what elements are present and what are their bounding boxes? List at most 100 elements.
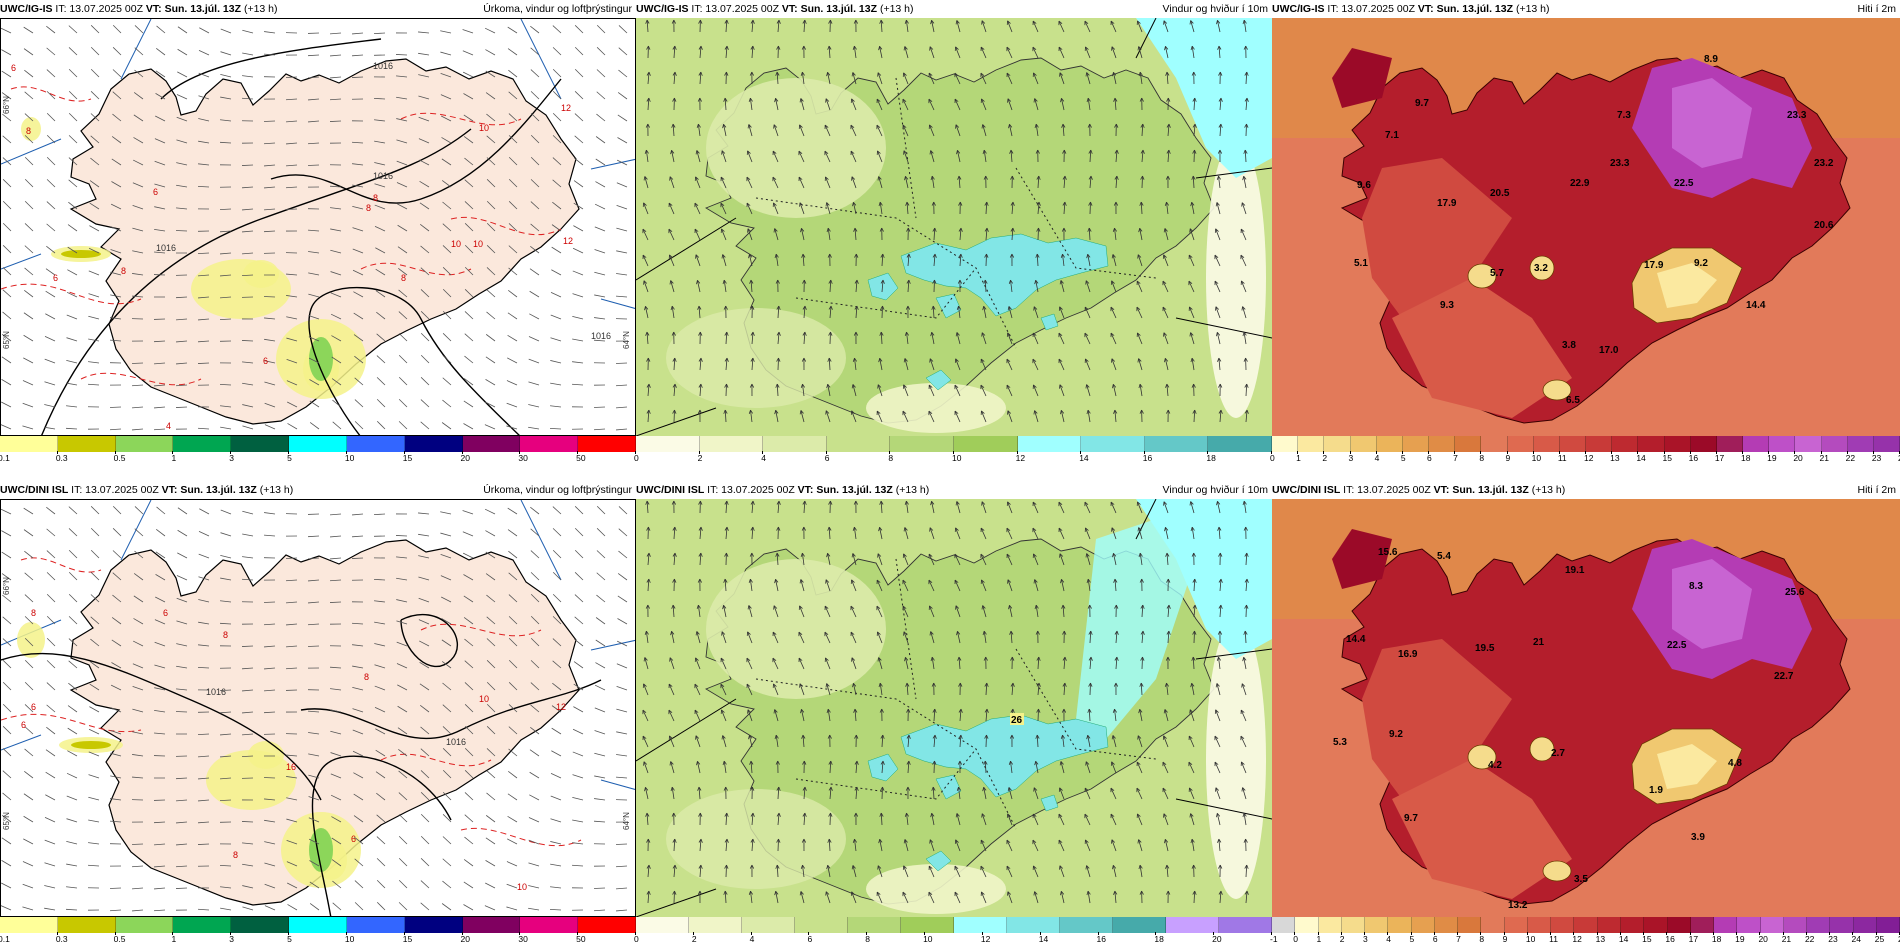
legend-swatch — [1830, 917, 1854, 933]
wind-arrow — [1189, 709, 1195, 722]
legend-swatch — [1341, 917, 1366, 933]
wind-arrowhead — [642, 228, 647, 234]
wind-arrow — [669, 735, 675, 748]
graticule-line — [636, 407, 717, 436]
wind-barb — [352, 227, 364, 232]
wind-arrow — [695, 254, 701, 267]
wind-barb — [530, 550, 540, 559]
wind-barb — [175, 406, 188, 408]
wind-barb — [552, 68, 562, 78]
wind-arrowhead — [1163, 813, 1168, 818]
wind-barb — [24, 69, 34, 78]
wind-arrowhead — [931, 682, 936, 687]
wind-barb — [506, 906, 518, 911]
wind-arrowhead — [1035, 630, 1040, 635]
wind-barb — [24, 550, 34, 559]
wind-barb — [616, 640, 628, 647]
wind-arrow — [984, 760, 987, 774]
wind-arrow — [723, 124, 727, 137]
wind-arrow — [1165, 527, 1169, 540]
wind-arrowhead — [955, 501, 960, 506]
wind-arrowhead — [931, 305, 936, 310]
wind-barb — [198, 755, 210, 758]
wind-arrowhead — [748, 890, 754, 896]
wind-arrow — [721, 228, 727, 241]
wind-arrow — [1058, 501, 1065, 514]
wind-arrowhead — [932, 227, 937, 232]
wind-arrowhead — [798, 631, 803, 637]
wind-barb — [420, 354, 430, 364]
wind-barb — [616, 731, 628, 735]
legend-tick: 8 — [1479, 932, 1485, 944]
wind-arrowhead — [850, 631, 855, 637]
wind-arrow — [1166, 72, 1169, 85]
temp-value-label: 14.4 — [1746, 300, 1766, 311]
gust-label-box — [1010, 713, 1024, 725]
wind-arrowhead — [720, 709, 725, 714]
wind-barb — [330, 32, 342, 35]
wind-arrow — [803, 787, 806, 800]
wind-barb — [176, 184, 188, 188]
wind-barb — [1, 573, 12, 581]
temp-value-label: 20.6 — [1814, 220, 1834, 231]
isobar-label: 1016 — [373, 61, 393, 71]
wind-barb — [1, 551, 12, 559]
wind-arrow — [1141, 123, 1144, 137]
wind-arrowhead — [696, 123, 701, 129]
wind-arrowhead — [1189, 332, 1194, 337]
wind-barb — [1, 905, 12, 911]
wind-arrow — [749, 735, 753, 748]
wind-barb — [286, 120, 298, 123]
wind-arrowhead — [1084, 306, 1089, 312]
wind-barb — [309, 881, 320, 889]
wind-barb — [596, 572, 606, 581]
wind-arrow — [669, 254, 675, 267]
panel-header: UWC/IG-IS IT: 13.07.2025 00Z VT: Sun. 13… — [0, 0, 636, 18]
wind-arrowhead — [850, 605, 855, 611]
wind-arrow — [749, 254, 753, 267]
temp-contour — [1, 283, 142, 305]
wind-barb — [197, 427, 210, 430]
wind-barb — [552, 25, 562, 34]
wind-arrowhead — [1032, 865, 1037, 870]
wind-arrowhead — [698, 552, 703, 557]
wind-arrowhead — [1166, 890, 1171, 895]
temp-value-label: 9.3 — [1440, 300, 1454, 311]
wind-barb — [308, 229, 320, 232]
wind-barb — [330, 730, 342, 735]
wind-arrowhead — [984, 227, 989, 232]
wind-arrow — [1163, 332, 1169, 345]
legend-swatch — [1411, 917, 1435, 933]
legend-tick: 18 — [1154, 932, 1164, 944]
wind-barb — [23, 357, 34, 364]
wind-barb — [176, 821, 188, 824]
wind-arrowhead — [723, 305, 728, 310]
wind-arrow — [751, 813, 754, 826]
legend-tick: 0 — [1293, 932, 1298, 944]
wind-barb — [376, 901, 386, 911]
wind-arrow — [1006, 553, 1013, 566]
wind-barb — [133, 618, 144, 625]
wind-barb — [441, 618, 452, 625]
wind-barb — [352, 708, 364, 713]
wind-barb — [24, 200, 34, 210]
legend-swatch — [1144, 436, 1209, 452]
wind-arrow — [774, 709, 779, 722]
legend-tick: 0.1 — [0, 453, 10, 463]
wind-arrowhead — [694, 228, 699, 234]
wind-barb — [574, 91, 584, 100]
wind-arrowhead — [774, 98, 779, 103]
wind-barb — [45, 749, 56, 757]
wind-arrow — [725, 20, 728, 33]
wind-barb — [330, 557, 342, 560]
wind-barb — [66, 291, 78, 298]
wind-barb — [420, 399, 430, 408]
wind-arrowhead — [672, 409, 677, 414]
wind-arrow — [1062, 124, 1065, 137]
wind-barb — [574, 113, 584, 122]
wind-barb — [198, 340, 210, 343]
panel-temp-top: UWC/IG-IS IT: 13.07.2025 00Z VT: Sun. 13… — [1270, 0, 1900, 470]
wind-barb — [46, 528, 56, 537]
precip-contour-label: 10 — [473, 239, 483, 249]
wind-arrowhead — [773, 709, 778, 714]
